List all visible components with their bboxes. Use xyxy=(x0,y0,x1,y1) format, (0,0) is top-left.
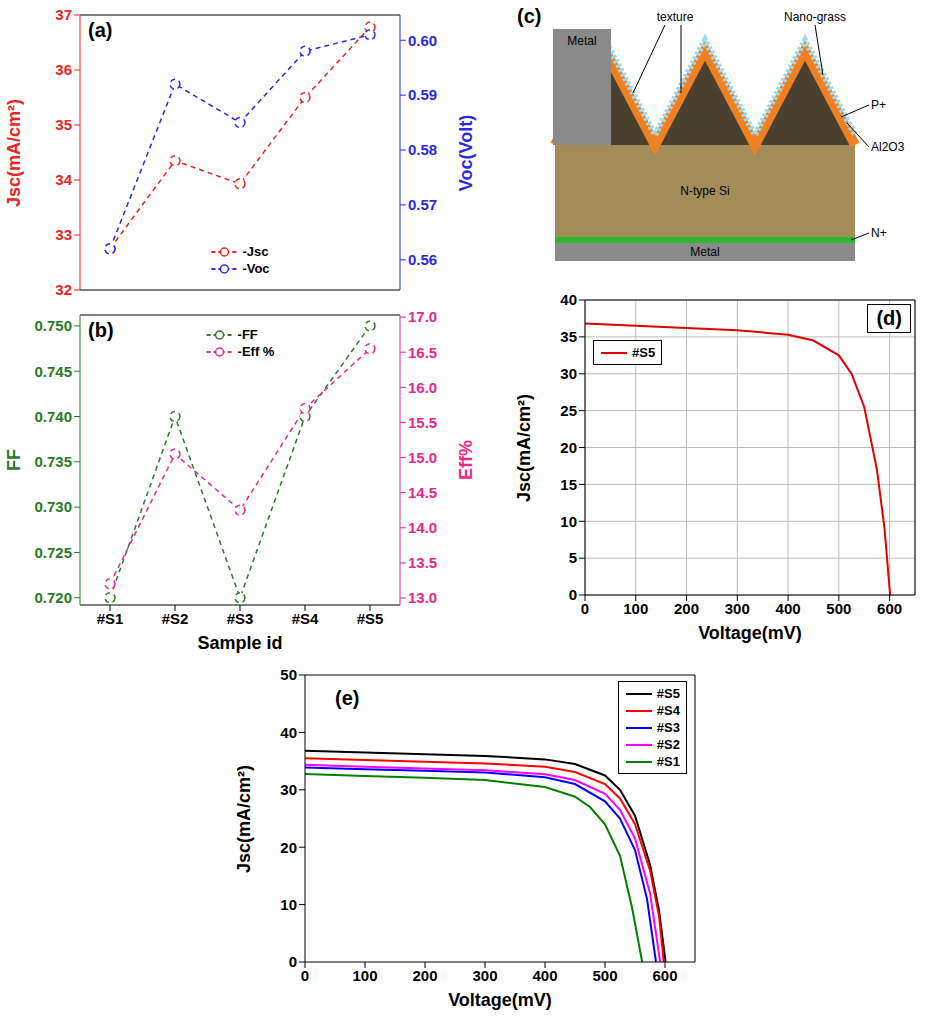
svg-text:0.720: 0.720 xyxy=(34,589,72,606)
svg-text:600: 600 xyxy=(877,600,902,617)
html-text:(d): (d) xyxy=(876,307,902,329)
html-text:FF: FF xyxy=(3,449,24,471)
svg-text:300: 300 xyxy=(725,600,750,617)
svg-text:0: 0 xyxy=(569,586,577,603)
html-text:Eff%: Eff% xyxy=(455,440,476,480)
svg-text:0.59: 0.59 xyxy=(408,86,437,103)
html-text:#S4: #S4 xyxy=(656,703,680,718)
svg-text:0: 0 xyxy=(289,953,297,970)
svg-text:32: 32 xyxy=(55,281,72,298)
svg-text:20: 20 xyxy=(560,439,577,456)
svg-text:0.750: 0.750 xyxy=(34,317,72,334)
svg-text:#S4: #S4 xyxy=(292,610,319,627)
svg-text:0.745: 0.745 xyxy=(34,363,72,380)
svg-text:0.58: 0.58 xyxy=(408,141,437,158)
svg-text:texture: texture xyxy=(657,10,694,24)
html-text:Voltage(mV): Voltage(mV) xyxy=(698,623,802,643)
html-text:#S2: #S2 xyxy=(656,737,680,752)
svg-text:200: 200 xyxy=(674,600,699,617)
html-text:Jsc(mA/cm²): Jsc(mA/cm²) xyxy=(513,393,534,502)
svg-text:30: 30 xyxy=(560,365,577,382)
html-text:-Voc: -Voc xyxy=(242,261,270,276)
svg-text:0.735: 0.735 xyxy=(34,453,72,470)
svg-text:Metal: Metal xyxy=(567,34,596,48)
svg-text:36: 36 xyxy=(55,61,72,78)
svg-text:P+: P+ xyxy=(871,98,886,112)
svg-text:Nano-grass: Nano-grass xyxy=(784,10,846,24)
html-text:Sample id: Sample id xyxy=(197,633,283,653)
svg-text:20: 20 xyxy=(280,839,297,856)
svg-text:#S3: #S3 xyxy=(227,610,254,627)
svg-text:0.57: 0.57 xyxy=(408,196,437,213)
html-text:-Eff %: -Eff % xyxy=(237,344,275,359)
svg-text:30: 30 xyxy=(280,781,297,798)
svg-text:14.5: 14.5 xyxy=(408,484,437,501)
svg-text:13.0: 13.0 xyxy=(408,589,437,606)
svg-text:13.5: 13.5 xyxy=(408,554,437,571)
svg-text:(c): (c) xyxy=(517,5,541,27)
svg-text:500: 500 xyxy=(826,600,851,617)
svg-text:16.0: 16.0 xyxy=(408,379,437,396)
html-text:Jsc(mA/cm²): Jsc(mA/cm²) xyxy=(233,764,254,873)
svg-text:0.740: 0.740 xyxy=(34,408,72,425)
svg-text:17.0: 17.0 xyxy=(408,308,437,325)
html-text:Jsc(mA/cm²): Jsc(mA/cm²) xyxy=(3,98,24,207)
svg-text:100: 100 xyxy=(352,967,377,984)
svg-text:5: 5 xyxy=(569,549,577,566)
svg-text:300: 300 xyxy=(472,967,497,984)
svg-text:400: 400 xyxy=(532,967,557,984)
html-text:Voc(Volt): Voc(Volt) xyxy=(455,114,476,191)
html-text:Voltage(mV): Voltage(mV) xyxy=(448,990,552,1010)
svg-text:0.730: 0.730 xyxy=(34,498,72,515)
svg-text:0.725: 0.725 xyxy=(34,544,72,561)
html-text:#S5: #S5 xyxy=(656,686,680,701)
svg-text:14.0: 14.0 xyxy=(408,519,437,536)
svg-text:0.60: 0.60 xyxy=(408,32,437,49)
svg-text:10: 10 xyxy=(280,896,297,913)
svg-text:34: 34 xyxy=(55,171,72,188)
html-text:#S5: #S5 xyxy=(632,345,656,360)
svg-text:500: 500 xyxy=(592,967,617,984)
svg-text:35: 35 xyxy=(55,116,72,133)
svg-text:15.5: 15.5 xyxy=(408,414,437,431)
svg-text:400: 400 xyxy=(776,600,801,617)
svg-text:Metal: Metal xyxy=(690,245,719,259)
svg-text:0.56: 0.56 xyxy=(408,251,437,268)
html-text:-Jsc: -Jsc xyxy=(242,244,269,259)
svg-text:600: 600 xyxy=(652,967,677,984)
svg-text:0: 0 xyxy=(301,967,309,984)
svg-text:200: 200 xyxy=(412,967,437,984)
svg-text:N+: N+ xyxy=(871,226,887,240)
svg-text:N-type Si: N-type Si xyxy=(680,184,729,198)
svg-text:33: 33 xyxy=(55,226,72,243)
html-text:(e): (e) xyxy=(335,687,360,709)
svg-text:#S1: #S1 xyxy=(97,610,124,627)
svg-text:35: 35 xyxy=(560,328,577,345)
svg-text:15.0: 15.0 xyxy=(408,449,437,466)
svg-text:40: 40 xyxy=(280,724,297,741)
svg-text:16.5: 16.5 xyxy=(408,344,437,361)
svg-text:50: 50 xyxy=(280,666,297,683)
svg-text:25: 25 xyxy=(560,402,577,419)
svg-text:15: 15 xyxy=(560,476,577,493)
html-text:#S3: #S3 xyxy=(656,720,680,735)
svg-text:100: 100 xyxy=(623,600,648,617)
html-text:(a): (a) xyxy=(88,19,113,41)
svg-text:Al2O3: Al2O3 xyxy=(871,140,905,154)
svg-text:#S2: #S2 xyxy=(162,610,189,627)
html-text:#S1: #S1 xyxy=(656,754,680,769)
svg-text:40: 40 xyxy=(560,291,577,308)
html-text:(b): (b) xyxy=(88,319,114,341)
svg-text:37: 37 xyxy=(55,6,72,23)
svg-text:0: 0 xyxy=(581,600,589,617)
svg-text:#S5: #S5 xyxy=(357,610,384,627)
svg-text:10: 10 xyxy=(560,513,577,530)
html-text:-FF: -FF xyxy=(237,327,258,342)
